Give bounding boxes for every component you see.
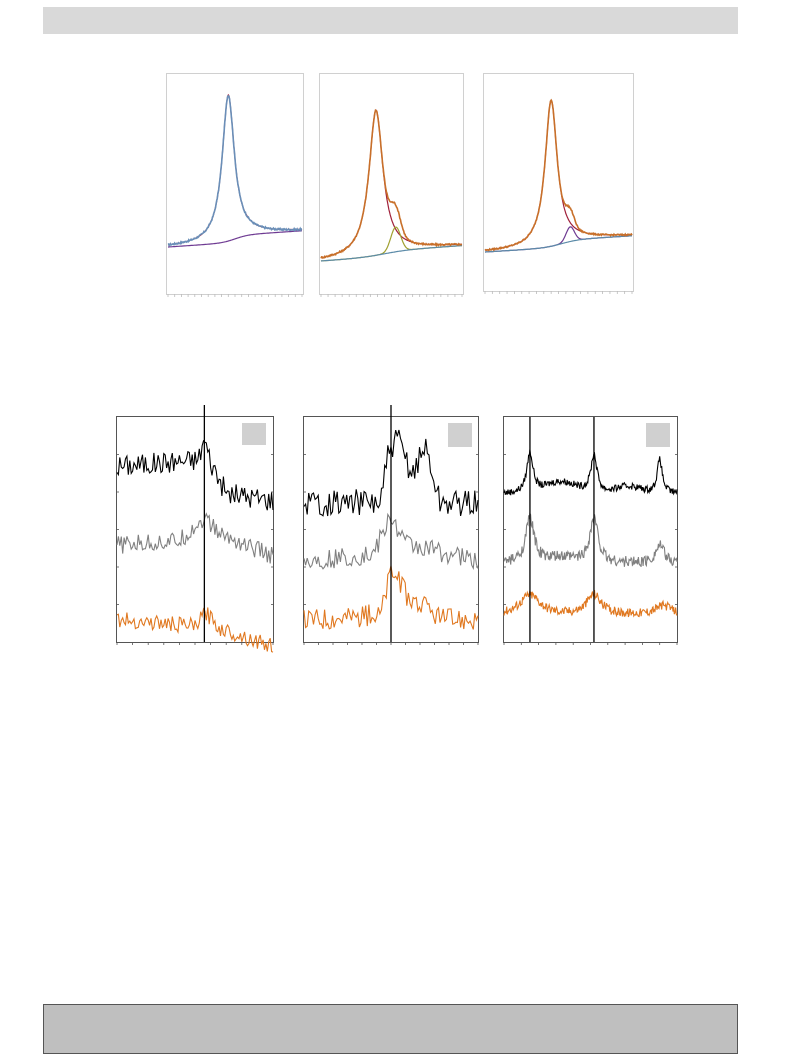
stacked-spectra-chart-middle <box>303 405 479 645</box>
fit-curves <box>320 108 463 262</box>
measured-envelope <box>167 94 303 247</box>
peak-fit-chart-middle <box>319 73 464 297</box>
axis-ticks <box>503 454 678 645</box>
spectra-traces <box>503 449 678 618</box>
trace-black <box>503 449 678 496</box>
stacked-spectra-chart-right <box>503 416 678 645</box>
axis-ticks <box>116 454 274 645</box>
spectra-traces <box>116 439 274 653</box>
panel-label-box <box>242 423 266 445</box>
panel-label-box <box>448 423 472 447</box>
x-axis-ticks <box>484 291 633 294</box>
measured-envelope <box>484 98 633 252</box>
fit-component-red <box>167 93 303 246</box>
plot-frame <box>166 73 304 295</box>
fit-curves <box>167 93 303 248</box>
stacked-spectra-chart-left <box>116 405 274 653</box>
trace-black <box>116 439 274 511</box>
trace-gray <box>116 512 274 564</box>
trace-orange_trace <box>503 589 678 618</box>
header-bar <box>43 7 738 34</box>
panel-label-box <box>646 423 670 447</box>
axis-ticks <box>303 454 479 645</box>
x-axis-ticks <box>167 294 303 297</box>
fit-component-purple <box>485 226 632 253</box>
measured-envelope <box>320 108 463 260</box>
plot-frame <box>483 73 634 292</box>
x-axis-ticks <box>320 294 463 297</box>
plot-frame <box>319 73 464 295</box>
peak-fit-chart-right <box>483 73 634 294</box>
fit-curves <box>484 98 633 253</box>
fit-component-teal <box>485 235 632 253</box>
fit-component-purple <box>168 230 302 248</box>
footer-bar <box>43 1004 738 1054</box>
trace-orange_trace <box>116 607 274 653</box>
trace-gray <box>503 511 678 568</box>
peak-fit-chart-left <box>166 73 304 297</box>
fit-component-teal <box>320 245 462 262</box>
reference-lines <box>529 417 595 642</box>
